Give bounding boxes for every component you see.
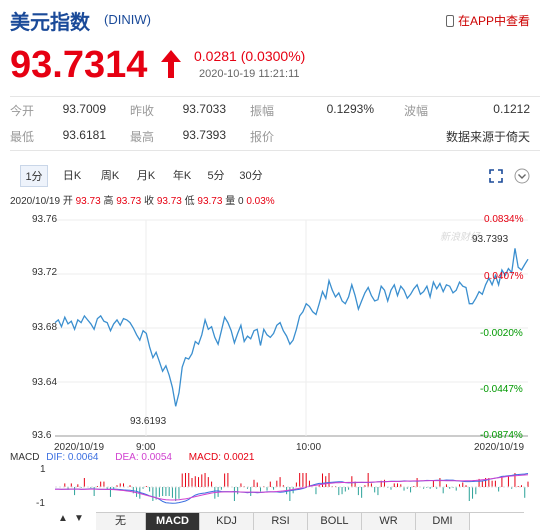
- stat-label: 最高: [130, 130, 155, 144]
- dif-value: 0.0064: [67, 452, 99, 463]
- next-indicator-button[interactable]: ▼: [74, 513, 84, 524]
- stat-label: 最低: [10, 130, 35, 144]
- tab-daily-k[interactable]: 日K: [62, 170, 82, 182]
- stat-label: 昨收: [130, 104, 155, 118]
- stat-label: 报价: [250, 130, 275, 144]
- dif-line: [55, 473, 529, 504]
- indicator-tab-rsi[interactable]: RSI: [254, 513, 308, 530]
- tick-high-label: 高: [103, 196, 114, 207]
- tick-open: 93.73: [75, 196, 101, 207]
- tick-info: 2020/10/19 开 93.73 高 93.73 收 93.73 低 93.…: [10, 192, 275, 207]
- fullscreen-icon[interactable]: [488, 168, 504, 184]
- tick-low: 93.73: [197, 196, 223, 207]
- tab-yearly-k[interactable]: 年K: [172, 170, 192, 182]
- macd-value: 0.0021: [223, 452, 255, 463]
- tick-vol-label: 量: [225, 196, 236, 207]
- x-tick-label: 2020/10/19: [474, 442, 525, 453]
- y-tick-label: 93.72: [32, 267, 58, 278]
- pct-tick-label: -0.0447%: [480, 384, 523, 395]
- high-annotation: 93.7393: [472, 234, 509, 245]
- tab-weekly-k[interactable]: 周K: [100, 170, 120, 182]
- macd-legend: MACD DIF: 0.0064 DEA: 0.0054 MACD: 0.002…: [10, 452, 254, 463]
- price-chart[interactable]: [0, 208, 550, 448]
- macd-indicator-name: MACD: [10, 452, 40, 463]
- stat-value: 0.1212: [493, 102, 530, 116]
- x-tick-label: 2020/10/19: [54, 442, 105, 453]
- pct-tick-label: 0.0407%: [484, 271, 524, 282]
- price-line: [54, 248, 529, 407]
- pct-tick-label: 0.0834%: [484, 214, 524, 225]
- x-tick-label: 10:00: [296, 442, 322, 453]
- open-in-app-link[interactable]: 在APP中查看: [445, 12, 530, 29]
- divider: [10, 150, 540, 151]
- stats-row: 最低 93.6181 最高 93.7393 报价 数据来源于倚天: [0, 128, 550, 150]
- price-chart-svg: [54, 219, 529, 437]
- indicator-tab-macd[interactable]: MACD: [146, 513, 200, 530]
- y-tick-label: 93.64: [32, 377, 58, 388]
- symbol-code: (DINIW): [104, 12, 151, 27]
- indicator-tab-none[interactable]: 无: [96, 513, 146, 530]
- prev-indicator-button[interactable]: ▲: [58, 513, 68, 524]
- indicator-tabs: 无 MACD KDJ RSI BOLL WR DMI: [96, 512, 524, 530]
- phone-icon: [445, 14, 454, 27]
- macd-chart: [0, 462, 550, 512]
- quote-time: 2020-10-19 11:21:11: [199, 68, 300, 80]
- stat-value: 93.7393: [182, 128, 226, 142]
- stat-value: 93.7033: [182, 102, 226, 116]
- tick-close-label: 收: [144, 196, 155, 207]
- stat-value: 数据来源于倚天: [445, 130, 530, 144]
- tick-date: 2020/10/19: [10, 196, 61, 207]
- chevron-down-icon[interactable]: [514, 168, 530, 184]
- header: 美元指数 (DINIW) 在APP中查看: [0, 0, 550, 40]
- indicator-tab-dmi[interactable]: DMI: [416, 513, 470, 530]
- stat-value: 93.6181: [62, 128, 106, 142]
- tick-open-label: 开: [62, 196, 73, 207]
- y-tick-label: 93.76: [32, 214, 58, 225]
- pct-tick-label: -0.0874%: [480, 430, 523, 441]
- indicator-tab-wr[interactable]: WR: [362, 513, 416, 530]
- price-change: 0.0281 (0.0300%): [194, 48, 306, 64]
- tick-pct: 0.03%: [246, 196, 275, 207]
- tick-high: 93.73: [116, 196, 142, 207]
- divider: [10, 96, 540, 97]
- dea-value: 0.0054: [141, 452, 172, 463]
- indicator-tab-kdj[interactable]: KDJ: [200, 513, 254, 530]
- tab-30min[interactable]: 30分: [239, 170, 263, 182]
- x-tick-label: 9:00: [136, 442, 156, 453]
- up-arrow-icon: [161, 50, 181, 78]
- tab-5min[interactable]: 5分: [207, 170, 225, 182]
- macd-label: MACD:: [188, 452, 222, 463]
- stat-label: 波幅: [404, 104, 429, 118]
- dea-label: DEA:: [115, 452, 139, 463]
- low-annotation: 93.6193: [130, 416, 167, 427]
- indicator-tab-boll[interactable]: BOLL: [308, 513, 362, 530]
- macd-chart-svg: [55, 473, 529, 504]
- tick-vol: 0: [238, 196, 244, 207]
- tick-close: 93.73: [156, 196, 182, 207]
- stats-row: 今开 93.7009 昨收 93.7033 振幅 0.1293% 波幅 0.12…: [0, 102, 550, 124]
- period-tabs: 1分 日K 周K 月K 年K 5分 30分: [10, 165, 540, 187]
- pct-tick-label: -0.0020%: [480, 328, 523, 339]
- page-title: 美元指数: [10, 12, 90, 34]
- macd-y-tick: -1: [36, 498, 45, 509]
- tab-1min[interactable]: 1分: [20, 165, 48, 187]
- macd-y-tick: 1: [40, 464, 46, 475]
- dif-label: DIF:: [46, 452, 66, 463]
- stat-label: 振幅: [250, 104, 275, 118]
- dea-line: [55, 474, 529, 501]
- tick-low-label: 低: [184, 196, 195, 207]
- y-tick-label: 93.6: [32, 430, 52, 441]
- tab-monthly-k[interactable]: 月K: [136, 170, 156, 182]
- y-tick-label: 93.68: [32, 322, 58, 333]
- stat-value: 0.1293%: [326, 102, 374, 116]
- current-price: 93.7314: [10, 44, 148, 86]
- open-in-app-label: 在APP中查看: [457, 14, 530, 28]
- stat-value: 93.7009: [62, 102, 106, 116]
- watermark: 新浪财经: [440, 232, 480, 243]
- stat-label: 今开: [10, 104, 35, 118]
